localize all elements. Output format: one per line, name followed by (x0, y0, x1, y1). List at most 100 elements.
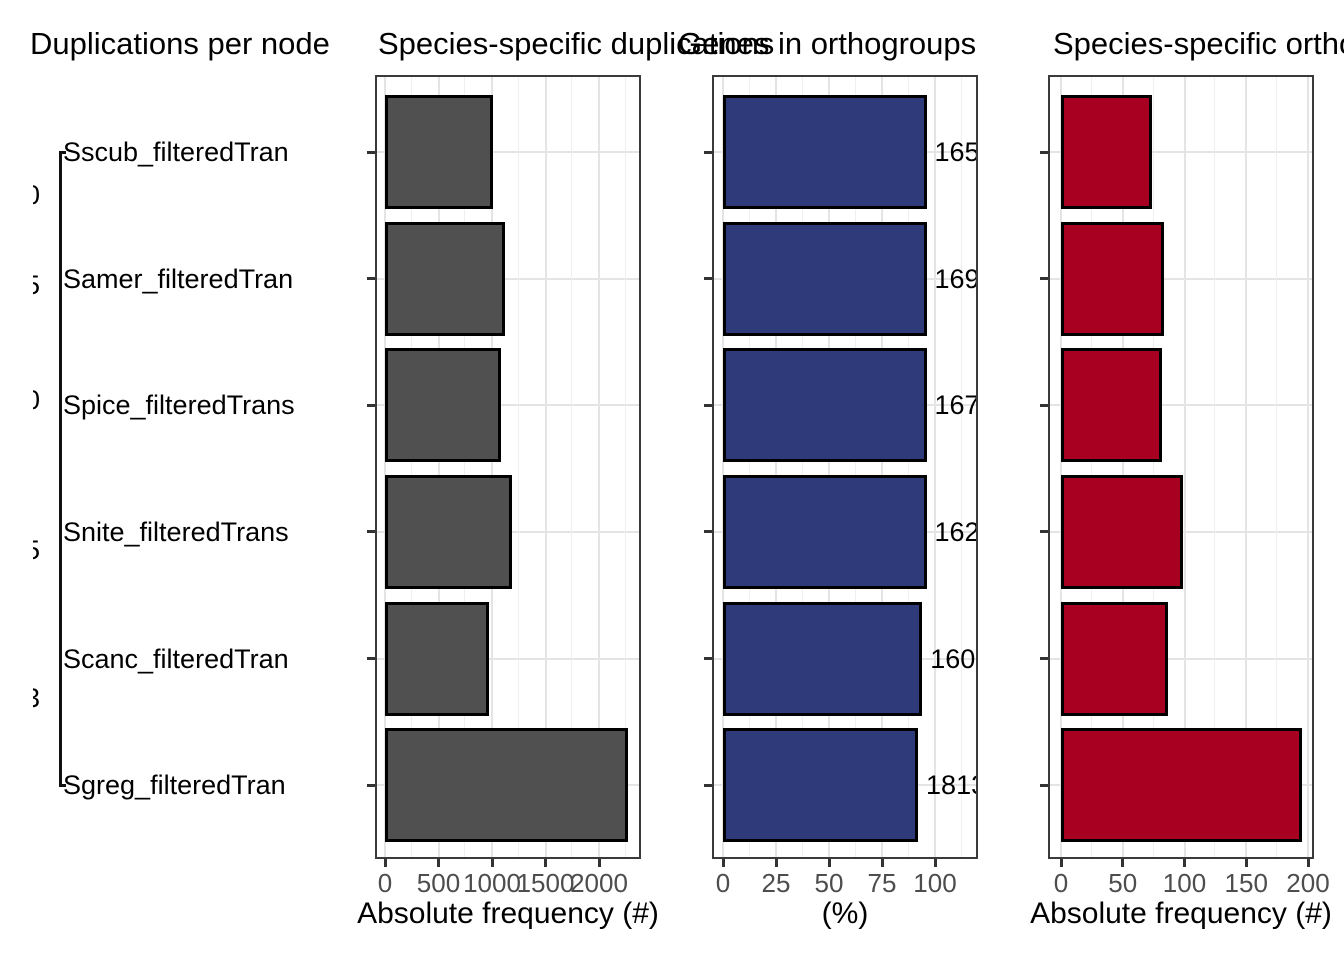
tree-branch-stub-top (59, 151, 66, 154)
x-tick-label: 50 (814, 868, 844, 898)
gridline-vertical (801, 75, 803, 859)
x-tick-label: 75 (867, 868, 897, 898)
gridline-vertical (1183, 75, 1186, 859)
x-tick-label: 100 (1162, 868, 1207, 898)
gridline-horizontal (1048, 404, 1314, 407)
x-tick-mark (1306, 859, 1310, 867)
gridline-horizontal (1048, 151, 1314, 153)
x-tick-label: 0 (377, 868, 393, 898)
gridline-vertical (1121, 75, 1124, 859)
bar-species-specific-duplications (385, 728, 628, 843)
gridline-vertical (410, 75, 412, 859)
x-tick-label: 1000 (463, 868, 521, 898)
gridline-vertical (491, 75, 493, 859)
gridline-vertical (1152, 75, 1154, 859)
gridline-vertical (828, 75, 830, 859)
gridline-vertical (517, 75, 519, 859)
gridline-vertical (1276, 75, 1278, 859)
gridline-vertical (544, 75, 547, 859)
title-genes-in-orthogroups: Genes in orthogroups (678, 26, 977, 61)
panel-border (712, 75, 978, 859)
tree-node-label: 0 (33, 179, 48, 211)
y-tick-mark (704, 403, 712, 407)
bar-genes-in-orthogroups (723, 474, 927, 589)
bar-species-specific-duplications (385, 348, 502, 463)
x-tick-mark (383, 859, 387, 867)
y-tick-mark (1040, 277, 1048, 281)
x-tick-mark (1059, 859, 1063, 867)
gridline-vertical (775, 75, 777, 859)
y-tick-mark (704, 277, 712, 281)
gridline-vertical (1060, 75, 1062, 859)
gridline-vertical (1214, 75, 1216, 859)
x-tick-mark (490, 859, 494, 867)
gridline-vertical (437, 75, 440, 859)
x-axis-title-left: Absolute frequency (#) (357, 897, 659, 930)
bar-species-specific-orthogroups (1061, 348, 1163, 463)
bar-species-specific-duplications (385, 95, 494, 209)
bar-species-specific-duplications (385, 474, 513, 589)
tree-node-label: 3 (33, 682, 48, 714)
panel-border (1048, 75, 1314, 859)
x-tick-mark (437, 859, 440, 867)
bar-species-specific-orthogroups (1061, 474, 1184, 589)
x-tick-mark (1121, 859, 1125, 867)
gridline-horizontal (375, 151, 641, 153)
gridline-vertical (748, 75, 750, 859)
x-tick-label: 200 (1286, 868, 1330, 898)
bar-value-label: 169 (934, 263, 978, 294)
panel-border (375, 75, 641, 859)
y-tick-mark (367, 657, 375, 661)
y-tick-mark (704, 783, 712, 787)
gridline-vertical (854, 75, 856, 859)
bar-value-label: 160 (930, 643, 976, 674)
tree-branch-stub-bottom (59, 784, 66, 787)
y-tick-mark (1040, 403, 1048, 407)
x-tick-mark (721, 859, 725, 867)
gridline-vertical (384, 75, 386, 859)
species-label: Sscub_filteredTran (63, 137, 289, 167)
y-tick-mark (367, 150, 375, 154)
gridline-vertical (1090, 75, 1092, 859)
x-tick-mark (880, 859, 884, 867)
x-axis-title-right: Absolute frequency (#) (1030, 897, 1332, 930)
x-tick-mark (544, 859, 547, 867)
x-tick-label: 2000 (570, 868, 628, 898)
x-axis-title-middle: (%) (821, 897, 869, 930)
tree-node-label: 0 (33, 384, 48, 416)
bar-species-specific-duplications (385, 221, 505, 336)
gridline-vertical (881, 75, 883, 859)
gridline-horizontal (1048, 657, 1314, 660)
gridline-vertical (934, 75, 936, 859)
y-tick-mark (704, 150, 712, 154)
bar-genes-in-orthogroups (723, 601, 923, 716)
gridline-vertical (907, 75, 909, 859)
gridline-vertical (624, 75, 626, 859)
y-tick-mark (1040, 530, 1048, 534)
gridline-vertical (571, 75, 573, 859)
bar-species-specific-orthogroups (1061, 95, 1153, 209)
x-tick-mark (827, 859, 831, 867)
x-tick-label: 0 (715, 868, 731, 898)
x-tick-mark (1183, 859, 1186, 867)
y-tick-mark (367, 277, 375, 281)
x-tick-mark (1244, 859, 1248, 867)
bar-genes-in-orthogroups (723, 728, 919, 843)
y-tick-mark (367, 530, 375, 534)
bar-value-label: 167 (934, 390, 978, 421)
bar-genes-in-orthogroups (723, 221, 927, 336)
x-tick-mark (774, 859, 778, 867)
x-tick-label: 100 (913, 868, 957, 898)
gridline-horizontal (375, 277, 641, 280)
species-label: Samer_filteredTran (63, 263, 294, 294)
species-label: Scanc_filteredTran (63, 643, 289, 674)
x-tick-label: 1500 (516, 868, 575, 898)
gridline-horizontal (375, 404, 641, 407)
y-tick-mark (367, 783, 375, 787)
gridline-vertical (960, 75, 962, 859)
species-label: Sgreg_filteredTran (63, 770, 286, 801)
gridline-horizontal (1048, 277, 1314, 280)
tree-branch-line (59, 152, 62, 786)
gridline-vertical (722, 75, 724, 859)
